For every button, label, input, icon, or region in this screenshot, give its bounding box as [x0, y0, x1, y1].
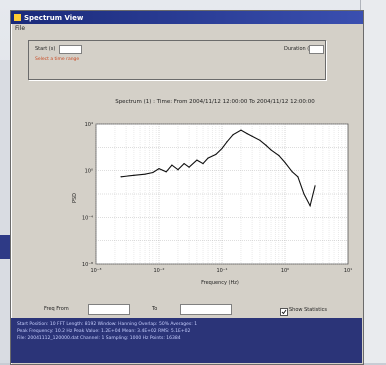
data-point — [284, 161, 286, 164]
data-point — [202, 163, 204, 165]
data-point — [183, 163, 185, 165]
series-line — [121, 129, 316, 208]
data-point — [196, 159, 198, 161]
duration-input[interactable] — [309, 45, 324, 54]
window-title: Spectrum View — [24, 13, 84, 22]
warning-text: Select a time range — [35, 57, 80, 62]
data-point — [177, 169, 179, 171]
x-tick-label: 10⁻³ — [90, 268, 101, 274]
data-point — [278, 154, 280, 157]
data-point — [152, 171, 154, 174]
show-statistics-checkbox[interactable] — [280, 308, 288, 316]
data-point — [226, 141, 228, 143]
grid — [95, 123, 348, 265]
start-label: Start (s) — [35, 46, 56, 52]
data-point — [215, 153, 217, 155]
start-input[interactable] — [59, 45, 82, 54]
freq-from-input[interactable] — [88, 304, 130, 315]
y-axis-label: PSD — [72, 193, 78, 203]
y-tick-label: 10⁻⁸ — [82, 262, 93, 268]
menu-bar: File — [11, 24, 363, 33]
x-axis-label: Frequency (Hz) — [201, 280, 239, 286]
data-point — [270, 149, 272, 151]
data-point — [309, 205, 311, 207]
data-point — [144, 173, 146, 175]
data-point — [297, 176, 299, 178]
freq-to-label: To — [152, 306, 158, 312]
data-point — [240, 129, 242, 131]
y-tick-label: 10⁴ — [85, 122, 93, 128]
x-tick-label: 10⁻¹ — [216, 268, 227, 274]
data-point — [207, 157, 209, 159]
app-icon — [14, 14, 21, 21]
data-point — [188, 166, 190, 168]
data-point — [221, 147, 223, 150]
y-tick-label: 10⁰ — [85, 169, 93, 175]
status-panel: Start Position: 10 FFT Length: 8192 Wind… — [11, 318, 362, 363]
status-line: Peak Frequency: 10.2 Hz Peak Value: 1.2E… — [17, 329, 191, 334]
status-line: File: 20041112_120000.dat Channel: 1 Sam… — [17, 336, 181, 341]
duration-label: Duration (s) — [284, 46, 314, 52]
series-points — [120, 129, 316, 207]
data-point — [259, 139, 261, 141]
freq-from-label: Freq From — [44, 306, 69, 312]
y-tick-label: 10⁻⁴ — [82, 215, 93, 221]
check-mark-icon — [281, 309, 287, 315]
plot-title: Spectrum (1) : Time: From 2004/11/12 12:… — [115, 99, 315, 105]
status-line: Start Position: 10 FFT Length: 8192 Wind… — [17, 322, 198, 327]
data-point — [265, 144, 267, 146]
data-point — [251, 135, 253, 137]
data-point — [120, 176, 122, 178]
data-point — [171, 164, 173, 166]
freq-to-input[interactable] — [180, 304, 232, 315]
data-point — [246, 133, 248, 135]
menu-file[interactable]: File — [15, 25, 26, 32]
x-tick-label: 10⁻² — [153, 268, 164, 274]
data-point — [133, 174, 135, 176]
axis-ticks: 10⁻³ 10⁻² 10⁻¹ 10⁰ 10¹ 10⁻⁸ 10⁻⁴ 10⁰ 10⁴ — [82, 122, 352, 274]
x-tick-label: 10¹ — [344, 268, 352, 274]
data-point — [303, 193, 305, 195]
data-point — [232, 134, 234, 136]
data-point — [314, 185, 316, 187]
controls-group: Start (s) Select a time range Duration (… — [28, 40, 326, 80]
data-point — [158, 168, 160, 170]
title-bar[interactable]: Spectrum View — [11, 11, 363, 24]
data-point — [165, 171, 167, 173]
x-tick-label: 10⁰ — [281, 268, 289, 274]
show-statistics-label: Show Statistics — [289, 307, 327, 313]
data-point — [291, 171, 293, 173]
